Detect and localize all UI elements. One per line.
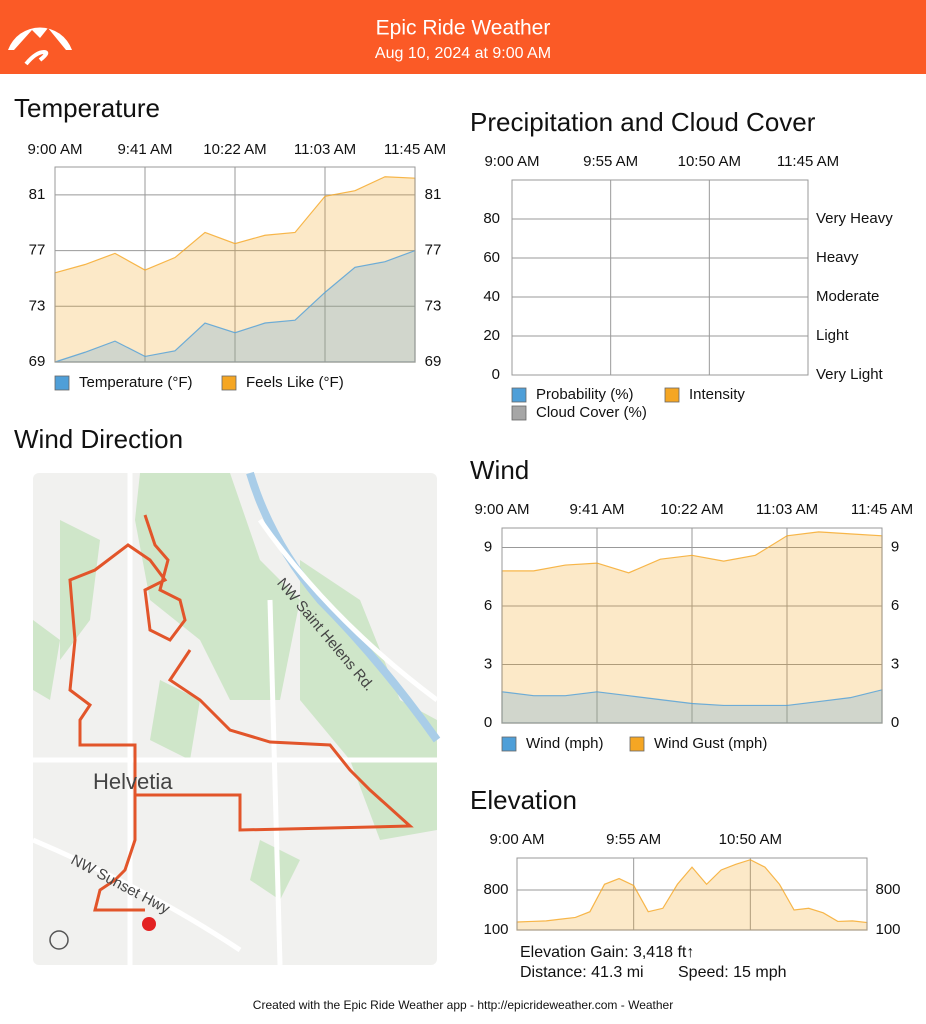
chart-title: Elevation bbox=[470, 785, 577, 815]
y-tick-label: 0 bbox=[492, 366, 500, 383]
note: Elevation Gain: 3,418 ft↑ bbox=[520, 944, 694, 961]
legend-label: Wind (mph) bbox=[526, 735, 604, 752]
y-tick-label: 3 bbox=[484, 655, 492, 672]
area bbox=[501, 531, 883, 724]
y-tick-label: 73 bbox=[29, 297, 46, 314]
chart-title: Temperature bbox=[14, 93, 160, 123]
map-title: Wind Direction bbox=[14, 424, 183, 454]
y-tick-label: 81 bbox=[29, 186, 46, 203]
map-label: Helvetia bbox=[93, 769, 173, 794]
y-tick-label: 20 bbox=[483, 327, 500, 344]
x-tick-label: 9:55 AM bbox=[583, 153, 638, 170]
x-tick-label: 11:03 AM bbox=[294, 141, 356, 158]
legend-label: Intensity bbox=[689, 386, 745, 403]
y-tick-label-right: 69 bbox=[425, 353, 442, 370]
x-tick-label: 9:41 AM bbox=[117, 141, 172, 158]
plot-frame bbox=[54, 166, 416, 363]
y-tick-label: 9 bbox=[484, 538, 492, 555]
app-subtitle: Aug 10, 2024 at 9:00 AM bbox=[375, 45, 551, 62]
legend-label: Temperature (°F) bbox=[79, 374, 193, 391]
y-tick-label: 40 bbox=[483, 288, 500, 305]
footer: Created with the Epic Ride Weather app -… bbox=[253, 998, 673, 1012]
legend-swatch bbox=[54, 375, 70, 391]
plot-frame bbox=[511, 179, 809, 376]
y-tick-label-right: 800 bbox=[875, 881, 900, 898]
y2-tick-label: Very Heavy bbox=[816, 210, 893, 227]
y2-tick-label: Heavy bbox=[816, 249, 859, 266]
y-tick-label: 80 bbox=[483, 210, 500, 227]
legend-swatch bbox=[664, 387, 680, 403]
area bbox=[54, 249, 416, 363]
y-tick-label: 69 bbox=[29, 353, 46, 370]
y2-tick-label: Very Light bbox=[816, 366, 884, 383]
area bbox=[54, 176, 416, 363]
legend-label: Probability (%) bbox=[536, 386, 634, 403]
legend-label: Feels Like (°F) bbox=[246, 374, 344, 391]
x-tick-label: 9:41 AM bbox=[569, 501, 624, 518]
y-tick-label-right: 0 bbox=[891, 714, 899, 731]
y-tick-label-right: 9 bbox=[891, 538, 899, 555]
y-tick-label: 800 bbox=[483, 881, 508, 898]
x-tick-label: 10:50 AM bbox=[678, 153, 741, 170]
map: Helvetia NW Saint Helens Rd. NW Sunset H… bbox=[32, 471, 441, 966]
y-tick-label-right: 73 bbox=[425, 297, 442, 314]
y-tick-label-right: 6 bbox=[891, 597, 899, 614]
plot-frame bbox=[501, 527, 883, 724]
legend-swatch bbox=[501, 736, 517, 752]
y-tick-label-right: 3 bbox=[891, 655, 899, 672]
legend-label: Cloud Cover (%) bbox=[536, 404, 647, 421]
y-tick-label: 100 bbox=[483, 921, 508, 938]
x-tick-label: 11:45 AM bbox=[851, 501, 913, 518]
y-tick-label: 0 bbox=[484, 714, 492, 731]
header-bar bbox=[0, 0, 926, 74]
x-tick-label: 9:00 AM bbox=[474, 501, 529, 518]
y-tick-label-right: 100 bbox=[875, 921, 900, 938]
y2-tick-label: Moderate bbox=[816, 288, 879, 305]
note: Speed: 15 mph bbox=[678, 964, 787, 981]
x-tick-label: 10:50 AM bbox=[719, 831, 782, 848]
x-tick-label: 9:00 AM bbox=[27, 141, 82, 158]
area bbox=[501, 689, 883, 724]
y-tick-label: 77 bbox=[29, 242, 46, 259]
x-tick-label: 9:00 AM bbox=[489, 831, 544, 848]
legend-swatch bbox=[511, 405, 527, 421]
note: Distance: 41.3 mi bbox=[520, 964, 644, 981]
legend-label: Wind Gust (mph) bbox=[654, 735, 767, 752]
y-tick-label: 6 bbox=[484, 597, 492, 614]
area bbox=[516, 859, 868, 931]
y-tick-label-right: 77 bbox=[425, 242, 442, 259]
y-tick-label-right: 81 bbox=[425, 186, 442, 203]
x-tick-label: 11:45 AM bbox=[777, 153, 839, 170]
x-tick-label: 10:22 AM bbox=[203, 141, 266, 158]
chart-title: Wind bbox=[470, 455, 529, 485]
x-tick-label: 11:03 AM bbox=[756, 501, 818, 518]
plot-area bbox=[512, 180, 808, 375]
legend-swatch bbox=[511, 387, 527, 403]
y2-tick-label: Light bbox=[816, 327, 849, 344]
plot-frame bbox=[516, 857, 868, 931]
legend-swatch bbox=[221, 375, 237, 391]
logo bbox=[8, 9, 72, 66]
x-tick-label: 10:22 AM bbox=[660, 501, 723, 518]
x-tick-label: 9:55 AM bbox=[606, 831, 661, 848]
legend-swatch bbox=[629, 736, 645, 752]
x-tick-label: 11:45 AM bbox=[384, 141, 446, 158]
y-tick-label: 60 bbox=[483, 249, 500, 266]
app-title: Epic Ride Weather bbox=[376, 17, 551, 40]
x-tick-label: 9:00 AM bbox=[484, 153, 539, 170]
chart-title: Precipitation and Cloud Cover bbox=[470, 107, 816, 137]
